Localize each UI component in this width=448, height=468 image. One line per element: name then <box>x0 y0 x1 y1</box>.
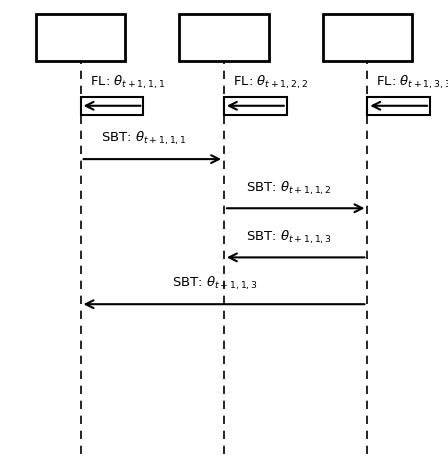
Text: SBT: $\theta_{t+1,1,3}$: SBT: $\theta_{t+1,1,3}$ <box>172 275 258 292</box>
Bar <box>224 97 287 115</box>
Text: SBT: $\theta_{t+1,1,1}$: SBT: $\theta_{t+1,1,1}$ <box>100 130 186 147</box>
Bar <box>36 14 125 61</box>
Text: FL: $\theta_{t+1,2,2}$: FL: $\theta_{t+1,2,2}$ <box>233 74 308 91</box>
Text: SBT: $\theta_{t+1,1,3}$: SBT: $\theta_{t+1,1,3}$ <box>246 228 332 246</box>
Text: FL: $\theta_{t+1,1,1}$: FL: $\theta_{t+1,1,1}$ <box>90 74 165 91</box>
Text: SBT: $\theta_{t+1,1,2}$: SBT: $\theta_{t+1,1,2}$ <box>246 179 332 197</box>
Text: Cluster 1: Cluster 1 <box>43 29 118 46</box>
Bar <box>81 97 143 115</box>
Bar <box>179 14 269 61</box>
Text: FL: $\theta_{t+1,3,3}$: FL: $\theta_{t+1,3,3}$ <box>376 74 448 91</box>
Bar <box>323 14 412 61</box>
Text: Cluster 3: Cluster 3 <box>330 29 405 46</box>
Bar <box>367 97 430 115</box>
Text: Cluster 2: Cluster 2 <box>186 29 262 46</box>
